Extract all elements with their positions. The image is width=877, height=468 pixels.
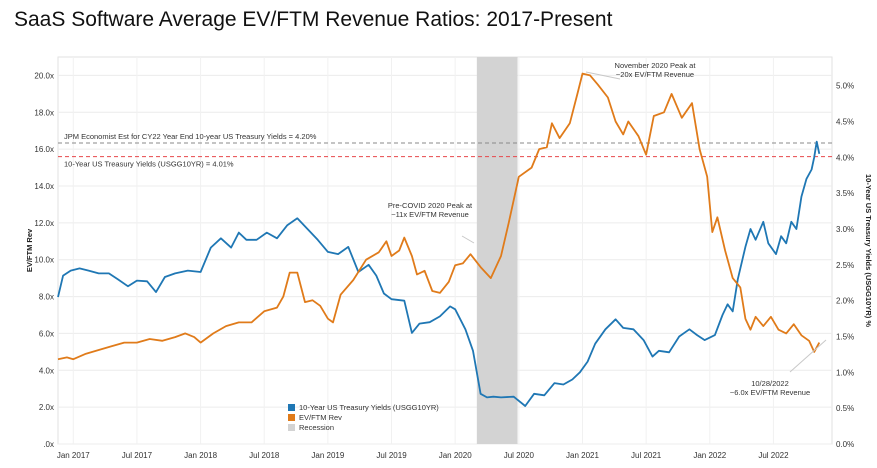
x-tick-label: Jan 2018	[184, 451, 217, 460]
y-tick-label: 18.0x	[34, 108, 54, 117]
y-tick-label: 2.0x	[39, 403, 54, 412]
chart-title: SaaS Software Average EV/FTM Revenue Rat…	[14, 8, 613, 31]
annotation-text: 10/28/2022	[751, 379, 789, 388]
x-tick-label: Jan 2021	[566, 451, 599, 460]
y-tick-label: 8.0x	[39, 293, 54, 302]
y-axis-title: EV/FTM Rev	[25, 228, 34, 272]
annotation-text: November 2020 Peak at	[615, 61, 697, 70]
y2-tick-label: 2.0%	[836, 297, 854, 306]
y2-axis-title: 10-Year US Treasury Yields (USGG10YR) %	[864, 174, 873, 327]
y-tick-label: 16.0x	[34, 145, 54, 154]
y-tick-label: .0x	[43, 440, 54, 449]
reference-line-label: 10-Year US Treasury Yields (USGG10YR) = …	[64, 160, 234, 169]
x-tick-label: Jan 2017	[57, 451, 90, 460]
legend-label: 10-Year US Treasury Yields (USGG10YR)	[299, 403, 439, 412]
y2-tick-label: 0.0%	[836, 440, 854, 449]
x-tick-label: Jan 2019	[311, 451, 344, 460]
y2-tick-label: 1.5%	[836, 333, 854, 342]
reference-line-label: JPM Economist Est for CY22 Year End 10-y…	[64, 132, 317, 141]
y-tick-label: 14.0x	[34, 182, 54, 191]
legend-swatch	[288, 424, 295, 431]
recession-band	[476, 57, 518, 444]
x-tick-label: Jul 2018	[249, 451, 280, 460]
legend-swatch	[288, 414, 295, 421]
y2-tick-label: 1.0%	[836, 368, 854, 377]
x-tick-label: Jul 2022	[758, 451, 789, 460]
y2-tick-label: 4.5%	[836, 118, 854, 127]
annotation-arrow	[585, 71, 621, 80]
y-tick-label: 12.0x	[34, 219, 54, 228]
annotation-text: ~6.0x EV/FTM Revenue	[730, 388, 810, 397]
y-tick-label: 6.0x	[39, 329, 54, 338]
y-tick-label: 10.0x	[34, 256, 54, 265]
series-line	[57, 72, 821, 361]
y-tick-label: 4.0x	[39, 366, 54, 375]
annotation-arrow	[461, 235, 475, 244]
annotation-text: Pre-COVID 2020 Peak at	[388, 201, 473, 210]
y2-tick-label: 0.5%	[836, 404, 854, 413]
legend-label: Recession	[299, 423, 334, 432]
annotation-arrow	[789, 339, 827, 373]
y2-tick-label: 5.0%	[836, 82, 854, 91]
x-tick-label: Jan 2022	[693, 451, 726, 460]
annotation-text: ~11x EV/FTM Revenue	[391, 210, 469, 219]
y2-tick-label: 4.0%	[836, 153, 854, 162]
x-tick-label: Jul 2019	[376, 451, 407, 460]
plot-frame	[57, 56, 833, 445]
annotation-text: ~20x EV/FTM Revenue	[616, 70, 694, 79]
x-tick-label: Jan 2020	[439, 451, 472, 460]
x-tick-label: Jul 2021	[631, 451, 662, 460]
x-tick-label: Jul 2017	[122, 451, 153, 460]
y2-tick-label: 2.5%	[836, 261, 854, 270]
legend-swatch	[288, 404, 295, 411]
y-tick-label: 20.0x	[34, 71, 54, 80]
legend-label: EV/FTM Rev	[299, 413, 342, 422]
y2-tick-label: 3.0%	[836, 225, 854, 234]
x-tick-label: Jul 2020	[504, 451, 535, 460]
series-line	[57, 140, 821, 407]
y2-tick-label: 3.5%	[836, 189, 854, 198]
